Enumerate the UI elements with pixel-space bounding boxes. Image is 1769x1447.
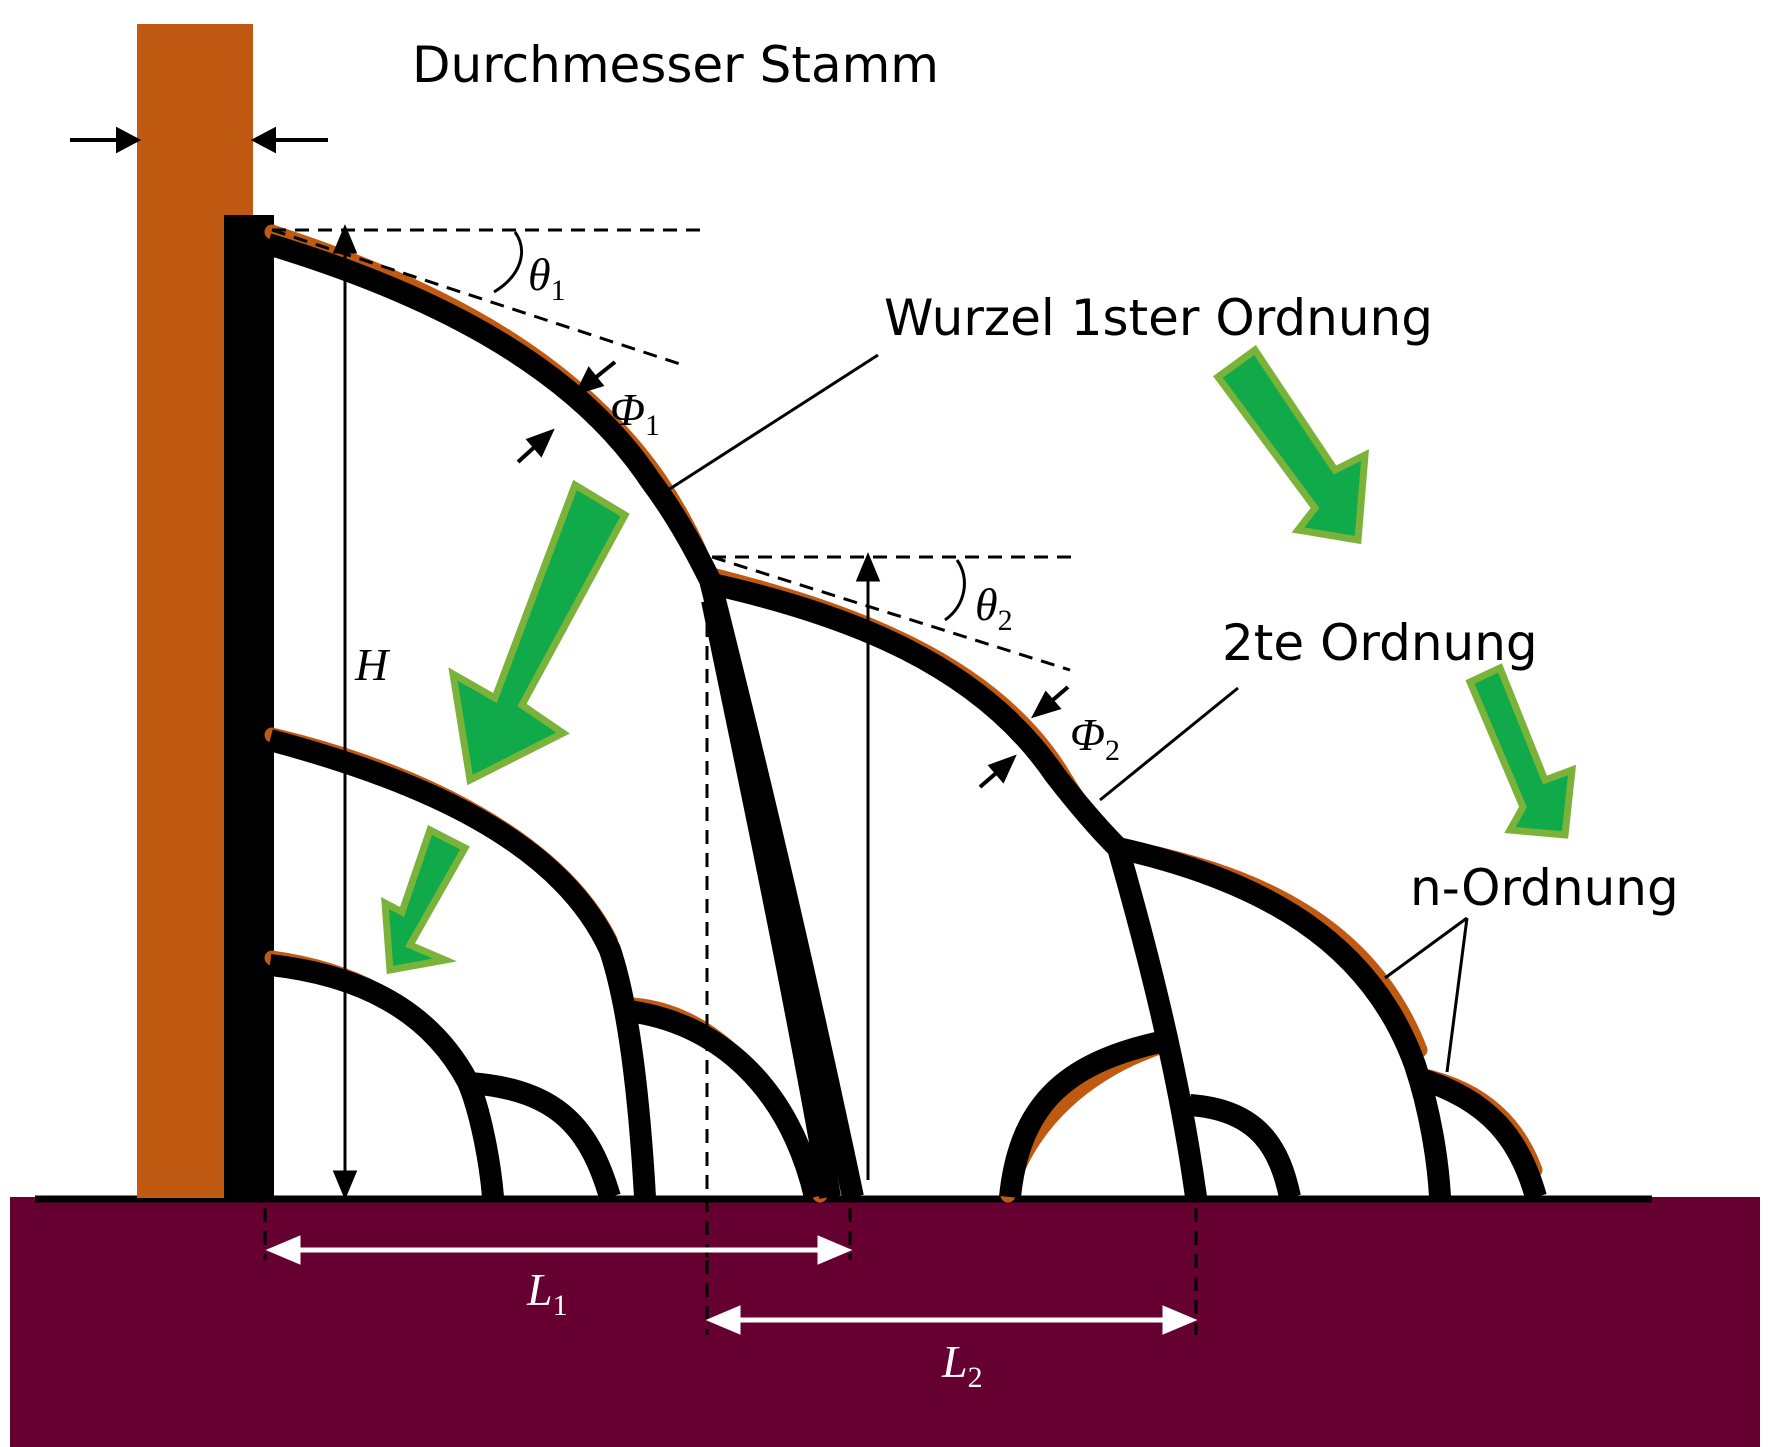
phi-arrows: [516, 360, 1070, 789]
green-arrow-second-order: [1465, 663, 1577, 839]
label-second-order: 2te Ordnung: [1222, 614, 1538, 672]
green-arrow-first-order: [1213, 345, 1369, 545]
angle-arcs: [493, 231, 966, 622]
green-arrow-large: [448, 479, 630, 786]
label-trunk-diameter: Durchmesser Stamm: [412, 36, 939, 94]
symbol-phi1: Φ1: [610, 384, 660, 442]
theta2-arc: [944, 559, 966, 622]
label-n-order: n-Ordnung: [1410, 859, 1679, 917]
theta1-arc: [493, 231, 524, 294]
leader-lines: [664, 353, 1469, 1073]
symbol-theta2: θ2: [975, 579, 1013, 637]
symbol-theta1: θ1: [528, 249, 566, 307]
root-secondary-lower: [268, 954, 504, 1198]
symbol-phi2: Φ2: [1070, 709, 1120, 767]
symbol-l2: L2: [941, 1336, 983, 1394]
roots: [264, 233, 1547, 1201]
height-dimension: [332, 224, 881, 1200]
symbol-height: H: [354, 639, 391, 690]
green-arrows: [381, 345, 1577, 975]
root-secondary-upper: [267, 729, 656, 1198]
root-first-order: [264, 233, 864, 1200]
symbol-l1: L1: [526, 1264, 568, 1322]
root-main-vertical: [224, 215, 274, 1198]
trunk-diameter-arrows: [70, 126, 328, 154]
length-dimensions: [265, 1235, 1198, 1335]
label-first-order: Wurzel 1ster Ordnung: [884, 289, 1433, 347]
green-arrow-small-left: [381, 825, 470, 975]
